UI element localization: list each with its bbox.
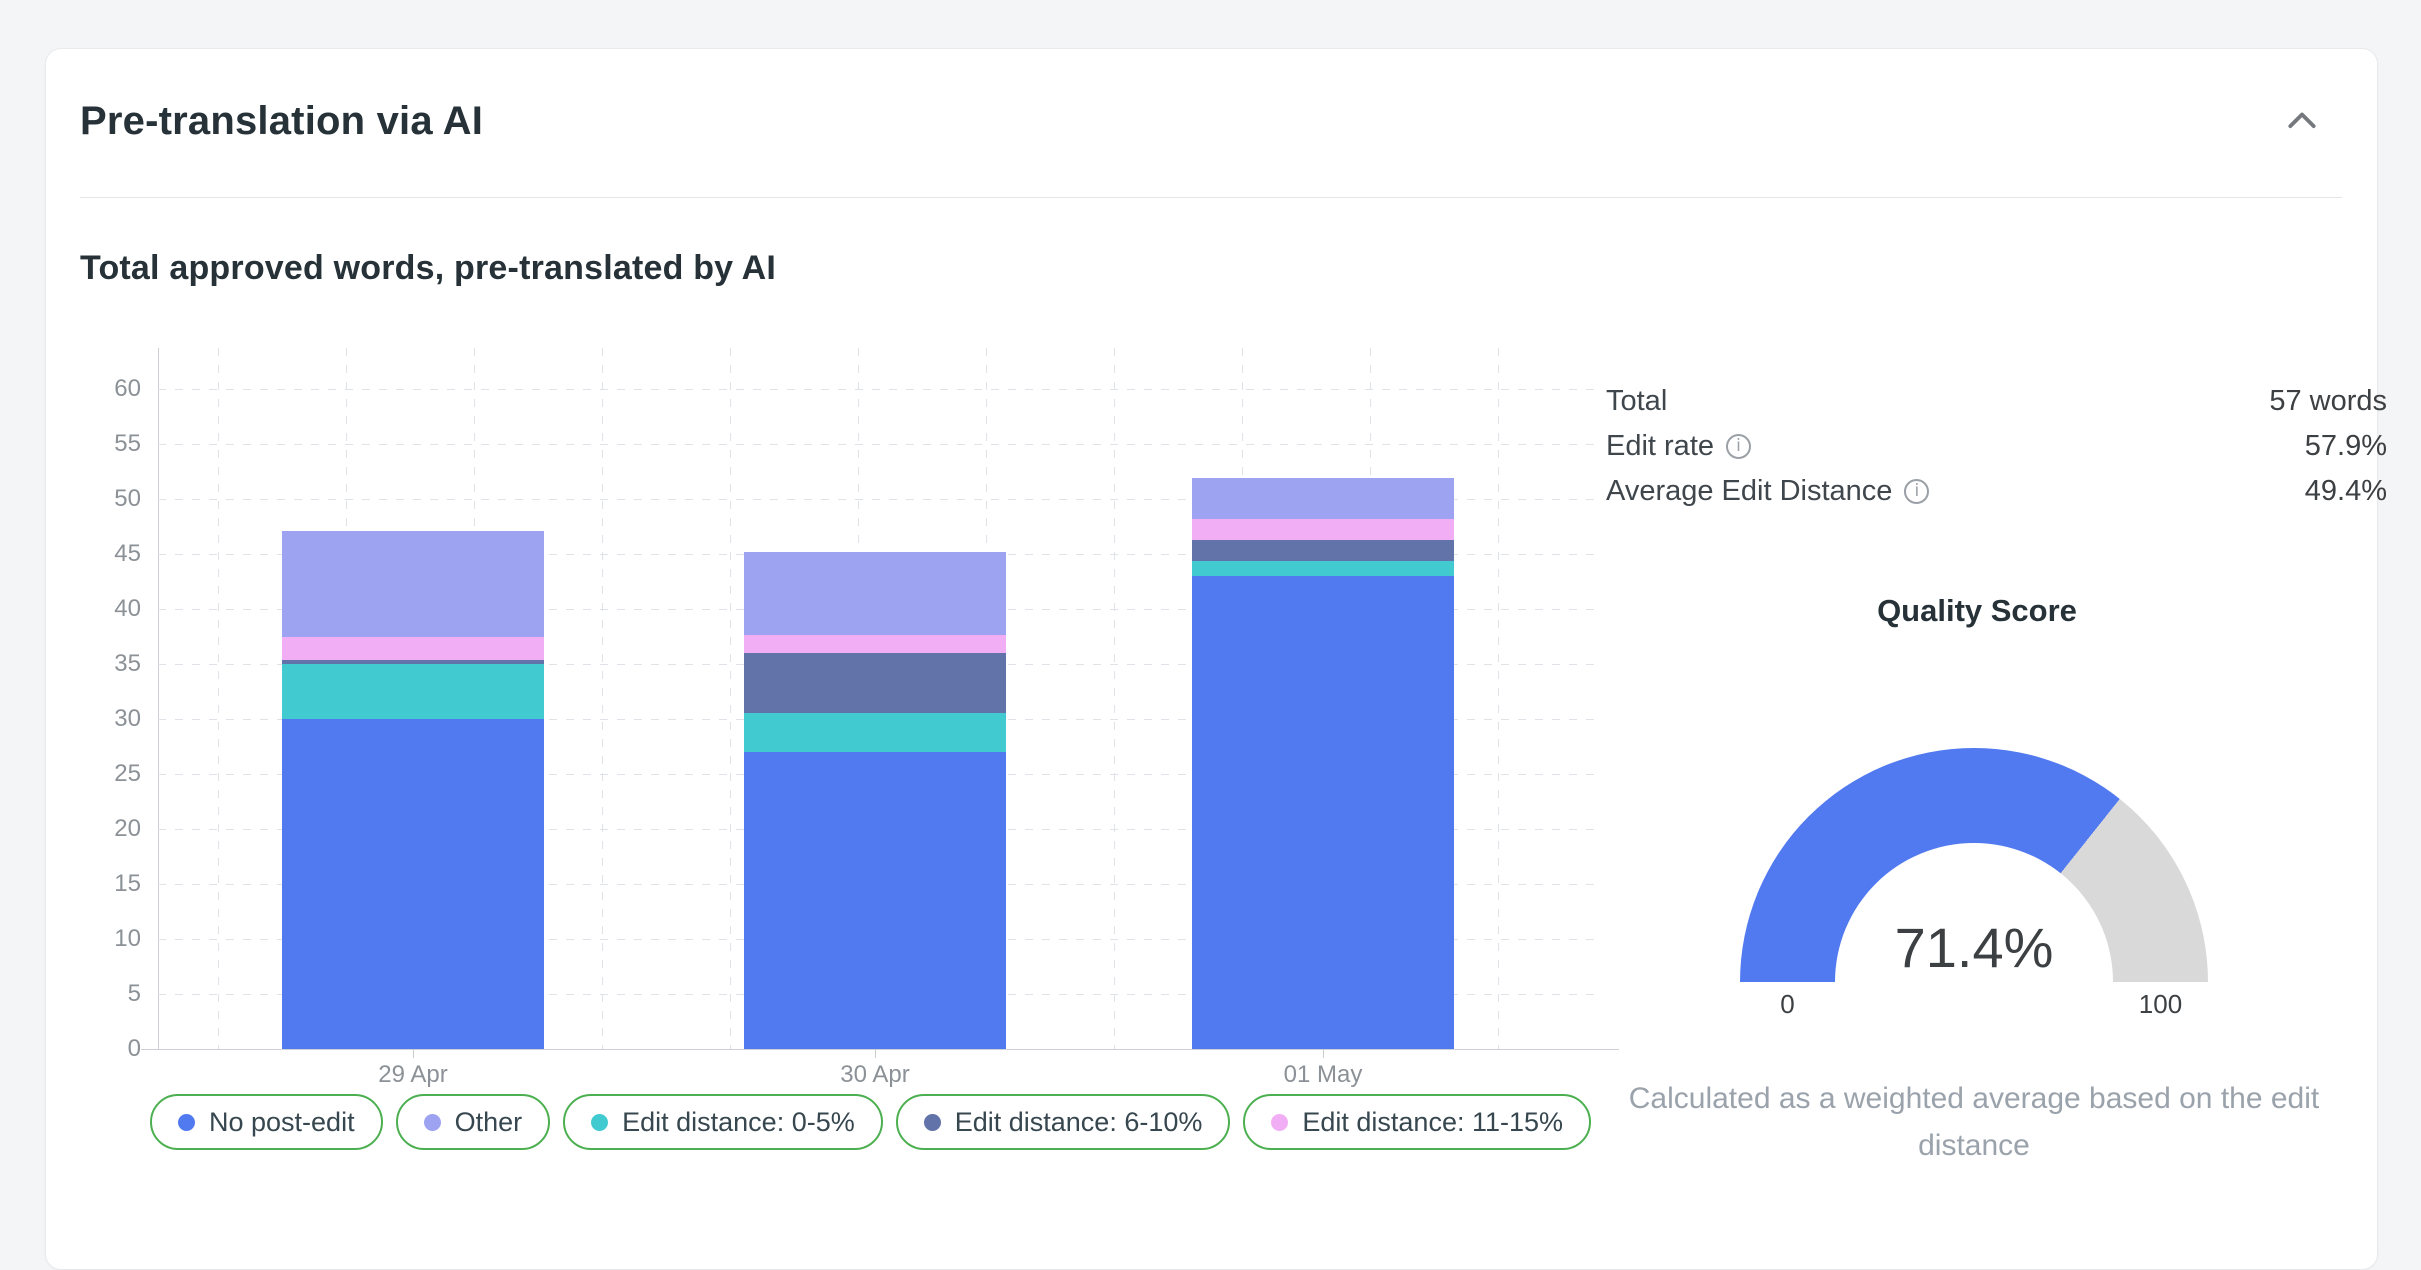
pre-translation-card: Pre-translation via AI Total approved wo… xyxy=(45,48,2387,1270)
legend-item-edit-distance-0-5-[interactable]: Edit distance: 0-5% xyxy=(563,1094,883,1150)
legend-dot xyxy=(591,1113,609,1131)
bar-30-apr xyxy=(744,551,1006,1049)
y-tick-label: 40 xyxy=(114,595,141,622)
legend-item-edit-distance-11-15-[interactable]: Edit distance: 11-15% xyxy=(1243,1094,1592,1150)
stat-label: Edit rate i xyxy=(1606,430,1751,463)
bar-segment-edit-distance-0-5-[interactable] xyxy=(282,663,544,719)
x-tick-mark xyxy=(875,1049,876,1058)
stat-row-edit-rate: Edit rate i 57.9% xyxy=(1606,424,2387,469)
y-tick-label: 0 xyxy=(127,1035,141,1062)
x-tick-mark xyxy=(1323,1049,1324,1058)
bar-segment-edit-distance-0-5-[interactable] xyxy=(744,713,1006,752)
bar-segment-no-post-edit[interactable] xyxy=(282,718,544,1049)
y-tick-label: 20 xyxy=(114,815,141,842)
y-tick-label: 15 xyxy=(114,870,141,897)
legend-item-no-post-edit[interactable]: No post-edit xyxy=(150,1094,383,1150)
h-gridline xyxy=(158,444,1598,445)
y-tick-label: 5 xyxy=(127,980,141,1007)
quality-score-value: 71.4% xyxy=(1894,916,2054,979)
legend-dot xyxy=(1271,1113,1289,1131)
stat-value: 49.4% xyxy=(2304,475,2387,507)
legend-label: Edit distance: 11-15% xyxy=(1302,1106,1564,1137)
bar-segment-edit-distance-6-10-[interactable] xyxy=(1192,539,1454,561)
v-gridline xyxy=(218,348,219,1049)
x-axis-line xyxy=(141,1049,1619,1050)
screen: Pre-translation via AI Total approved wo… xyxy=(45,48,2387,1270)
y-tick-label: 60 xyxy=(114,375,141,402)
v-gridline xyxy=(1114,348,1115,1049)
legend-dot xyxy=(178,1113,195,1131)
h-gridline xyxy=(158,499,1598,500)
quality-score-caption: Calculated as a weighted average based o… xyxy=(1628,1082,2320,1162)
bar-segment-other[interactable] xyxy=(282,530,544,637)
x-tick-mark xyxy=(413,1049,414,1058)
bar-segment-no-post-edit[interactable] xyxy=(1192,575,1454,1049)
stat-row-avg-edit-distance: Average Edit Distance i 49.4% xyxy=(1606,469,2387,514)
v-gridline xyxy=(1498,348,1499,1049)
legend-label: Edit distance: 6-10% xyxy=(954,1106,1203,1137)
card-title: Pre-translation via AI xyxy=(80,99,484,143)
info-icon[interactable]: i xyxy=(1726,434,1751,459)
v-gridline xyxy=(730,348,731,1049)
info-icon[interactable]: i xyxy=(1904,479,1930,504)
y-tick-label: 50 xyxy=(114,485,141,512)
bar-segment-edit-distance-11-15-[interactable] xyxy=(744,635,1006,653)
gauge-max-label: 100 xyxy=(2138,989,2183,1019)
x-tick-label: 29 Apr xyxy=(378,1061,448,1088)
y-axis-line xyxy=(158,348,159,1049)
bar-segment-other[interactable] xyxy=(1192,478,1454,519)
legend-label: Edit distance: 0-5% xyxy=(622,1106,855,1137)
chevron-up-icon xyxy=(2282,102,2322,145)
x-tick-label: 30 Apr xyxy=(840,1061,910,1088)
bar-segment-edit-distance-6-10-[interactable] xyxy=(744,652,1006,714)
gauge-axis-labels: 0 100 xyxy=(1740,989,2208,1019)
bar-segment-other[interactable] xyxy=(744,551,1006,636)
legend-label: No post-edit xyxy=(209,1106,355,1137)
legend-dot xyxy=(923,1113,941,1131)
bar-01-may xyxy=(1192,478,1454,1049)
stat-value: 57 words xyxy=(2269,385,2387,417)
v-gridline xyxy=(602,348,603,1049)
y-tick-label: 30 xyxy=(114,705,141,732)
bar-segment-edit-distance-0-5-[interactable] xyxy=(1192,560,1454,576)
y-tick-label: 55 xyxy=(114,430,141,457)
bar-segment-edit-distance-11-15-[interactable] xyxy=(1192,518,1454,540)
y-tick-label: 35 xyxy=(114,650,141,677)
bar-29-apr xyxy=(282,530,544,1049)
stacked-bar-chart xyxy=(158,348,1598,1049)
y-tick-label: 45 xyxy=(114,540,141,567)
bar-segment-no-post-edit[interactable] xyxy=(744,751,1006,1049)
legend-label: Other xyxy=(454,1106,523,1137)
chart-section-title: Total approved words, pre-translated by … xyxy=(80,249,777,287)
x-tick-label: 01 May xyxy=(1283,1061,1363,1088)
h-gridline xyxy=(158,389,1598,390)
stat-label: Average Edit Distance i xyxy=(1606,475,1930,508)
stat-label: Total xyxy=(1606,385,1668,417)
y-tick-label: 25 xyxy=(114,760,141,787)
gauge-min-label: 0 xyxy=(1780,989,1795,1019)
quality-score-title: Quality Score xyxy=(1877,593,2077,628)
quality-score-gauge: 71.4% xyxy=(1740,748,2208,982)
y-tick-label: 10 xyxy=(114,925,141,952)
collapse-section-button[interactable] xyxy=(2272,95,2332,151)
bar-segment-edit-distance-11-15-[interactable] xyxy=(282,636,544,660)
stat-row-total: Total 57 words xyxy=(1606,379,2387,424)
legend-item-other[interactable]: Other xyxy=(395,1094,551,1150)
legend-dot xyxy=(423,1113,441,1131)
bar-segment-edit-distance-6-10-[interactable] xyxy=(282,659,544,664)
legend-item-edit-distance-6-10-[interactable]: Edit distance: 6-10% xyxy=(895,1094,1231,1150)
title-divider xyxy=(80,197,2342,198)
chart-legend: No post-edit Other Edit distance: 0-5% Edit… xyxy=(150,1094,1592,1150)
stats-panel: Total 57 words Edit rate i 57.9% Average… xyxy=(1606,379,2387,514)
stat-value: 57.9% xyxy=(2304,430,2387,462)
